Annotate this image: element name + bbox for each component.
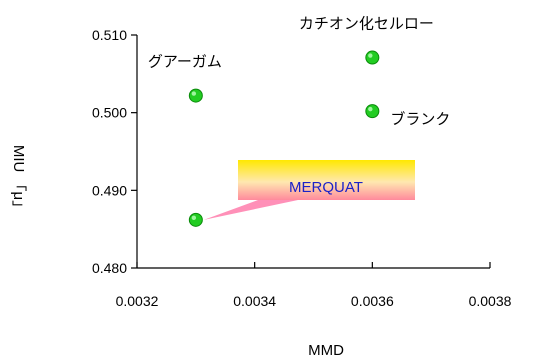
y-tick-label: 0.490 [92,182,127,198]
data-point [188,212,203,227]
data-point-highlight [368,53,373,58]
x-tick-label: 0.0038 [469,293,512,309]
data-point [188,88,203,103]
data-point-highlight [368,106,373,112]
y-tick-label: 0.480 [92,260,127,276]
callout-pointer [203,200,298,220]
y-tick-label: 0.500 [92,105,127,121]
y-axis-title: MIU 「μ」 [10,145,27,215]
x-tick-label: 0.0036 [351,293,394,309]
x-tick-label: 0.0032 [116,293,159,309]
x-axis-title: MMD [308,342,344,358]
data-point [365,50,380,65]
point-label: ブランク [390,110,450,128]
data-point-highlight [191,91,197,96]
callout-box [238,160,415,200]
point-label: カチオン化セルロー [299,16,434,33]
callout-text: MERQUAT [289,179,363,196]
merquat-callout: MERQUAT [203,160,415,220]
data-point-highlight [191,215,197,221]
data-point [365,104,380,119]
y-tick-label: 0.510 [92,27,127,43]
x-tick-label: 0.0034 [233,293,276,309]
point-label: グアーガム [148,54,222,71]
